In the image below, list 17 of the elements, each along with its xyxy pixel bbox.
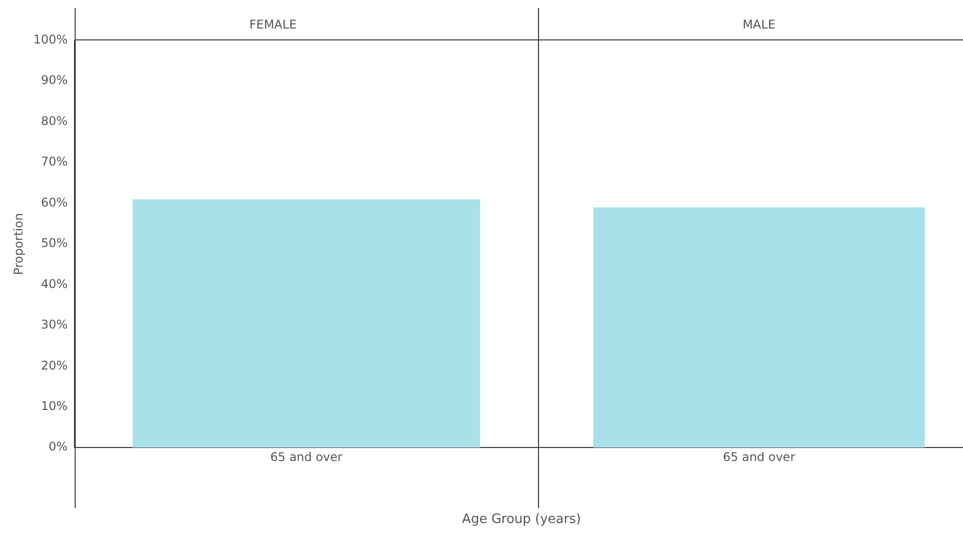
y-tick-label: 100%	[33, 32, 68, 47]
y-tick-label: 60%	[41, 195, 68, 210]
y-tick-label: 50%	[41, 236, 68, 250]
y-tick-label: 20%	[41, 358, 68, 372]
y-tick-label: 0%	[48, 440, 68, 454]
x-tick-label: 65 and over	[722, 450, 796, 464]
y-tick-label: 30%	[41, 318, 68, 332]
chart-title: MALE	[742, 17, 776, 32]
chart-title: FEMALE	[249, 17, 297, 32]
y-tick-label: 90%	[41, 73, 68, 88]
y-tick-label: 80%	[41, 114, 68, 128]
y-axis-title: Proportion	[11, 213, 26, 275]
y-tick-label: 70%	[41, 154, 68, 169]
y-tick-label: 10%	[41, 399, 68, 414]
x-axis-title: Age Group (years)	[461, 512, 582, 527]
x-tick-label: 65 and over	[270, 450, 343, 464]
y-tick-label: 40%	[41, 276, 68, 291]
